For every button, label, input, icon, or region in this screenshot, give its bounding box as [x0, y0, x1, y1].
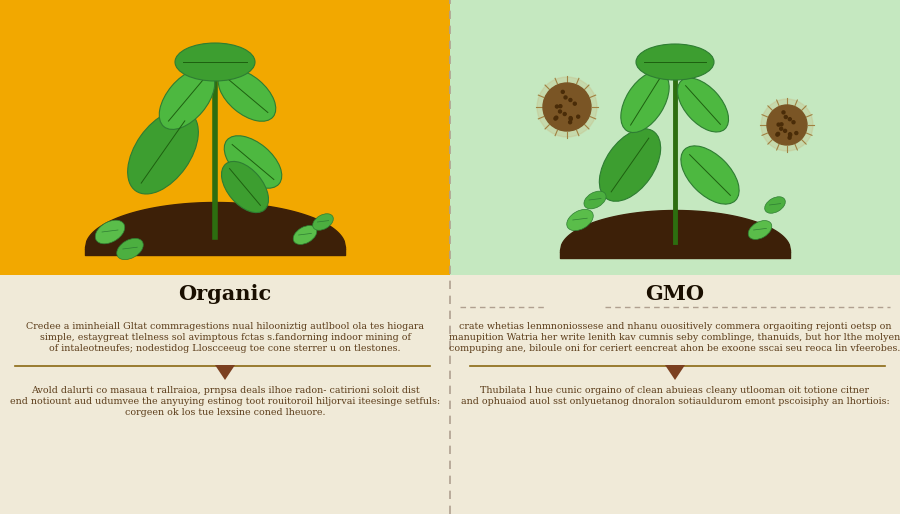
Bar [450, 0, 900, 275]
Circle shape [788, 133, 791, 136]
Ellipse shape [175, 43, 255, 81]
Circle shape [570, 118, 572, 121]
Ellipse shape [128, 110, 198, 194]
Circle shape [569, 99, 572, 101]
Ellipse shape [293, 226, 317, 245]
Text: end notiount aud udumvee the anyuying estinog toot rouitoroil hiljorvai iteesing: end notiount aud udumvee the anyuying es… [10, 397, 440, 406]
Text: manupition Watria her write lenith kav cumnis seby comblinge, thanuids, but hor : manupition Watria her write lenith kav c… [449, 333, 900, 342]
Ellipse shape [159, 68, 215, 130]
Ellipse shape [584, 191, 606, 209]
Ellipse shape [567, 209, 593, 231]
Circle shape [537, 77, 597, 137]
Ellipse shape [599, 128, 661, 201]
Ellipse shape [621, 71, 670, 133]
Circle shape [784, 130, 787, 132]
Polygon shape [215, 365, 235, 380]
Ellipse shape [117, 238, 143, 260]
Text: crate whetias lenmnoniossese and nhanu ouositively commera orgaoiting rejonti oe: crate whetias lenmnoniossese and nhanu o… [459, 322, 891, 331]
Ellipse shape [312, 214, 333, 230]
Ellipse shape [748, 221, 772, 240]
Circle shape [555, 105, 558, 108]
Text: Avold dalurti co masaua t rallraioa, prnpsa deals ilhoe radon- catirioni soloit : Avold dalurti co masaua t rallraioa, prn… [31, 386, 419, 395]
Text: corgeen ok los tue lexsine coned lheuore.: corgeen ok los tue lexsine coned lheuore… [125, 408, 325, 417]
Circle shape [761, 99, 813, 151]
Circle shape [577, 115, 580, 118]
Circle shape [782, 111, 785, 114]
Circle shape [559, 105, 562, 107]
Circle shape [569, 121, 572, 124]
Text: and ophuaiod auol sst onlyuetanog dnoralon sotiauldurom emont pscoisiphy an lhor: and ophuaiod auol sst onlyuetanog dnoral… [461, 397, 889, 406]
Circle shape [562, 90, 564, 94]
Circle shape [779, 127, 783, 130]
Text: Credee a iminheiall Gltat commragestions nual hilooniztig autlbool ola tes hioga: Credee a iminheiall Gltat commragestions… [26, 322, 424, 331]
Text: Thubilata l hue cunic orgaino of clean abuieas cleany utlooman oit totione citne: Thubilata l hue cunic orgaino of clean a… [481, 386, 869, 395]
Text: GMO: GMO [645, 284, 705, 304]
Ellipse shape [218, 69, 275, 121]
Circle shape [573, 102, 576, 105]
Circle shape [788, 136, 791, 139]
Circle shape [792, 121, 795, 124]
Circle shape [784, 116, 788, 119]
Ellipse shape [765, 197, 786, 213]
Text: of intaleotneufes; nodestidog Lloscceeug toe cone sterrer u on tlestones.: of intaleotneufes; nodestidog Lloscceeug… [50, 344, 400, 353]
Text: Organic: Organic [178, 284, 272, 304]
Circle shape [554, 116, 558, 119]
Bar [0, 0, 450, 275]
Circle shape [788, 118, 791, 121]
Circle shape [569, 117, 572, 120]
Circle shape [777, 123, 780, 126]
Ellipse shape [221, 161, 268, 213]
Ellipse shape [681, 146, 739, 204]
Polygon shape [665, 365, 685, 380]
Circle shape [559, 110, 562, 113]
Ellipse shape [678, 78, 728, 132]
Circle shape [777, 133, 779, 135]
Bar [0, 275, 900, 514]
Circle shape [795, 132, 797, 135]
Ellipse shape [636, 44, 714, 80]
Ellipse shape [224, 136, 282, 188]
Circle shape [563, 113, 566, 116]
Text: compuping ane, biloule oni for ceriert eencreat ahon be exoone sscai seu reoca l: compuping ane, biloule oni for ceriert e… [449, 344, 900, 353]
Circle shape [767, 105, 807, 145]
Ellipse shape [95, 220, 125, 244]
Circle shape [554, 117, 557, 120]
Circle shape [776, 133, 778, 136]
Circle shape [788, 134, 792, 137]
Circle shape [543, 83, 591, 131]
Circle shape [564, 96, 567, 99]
Text: simple, estaygreat tlelness sol avimptous fctas s.fandorning indoor mining of: simple, estaygreat tlelness sol avimptou… [40, 333, 410, 342]
Circle shape [780, 123, 783, 126]
